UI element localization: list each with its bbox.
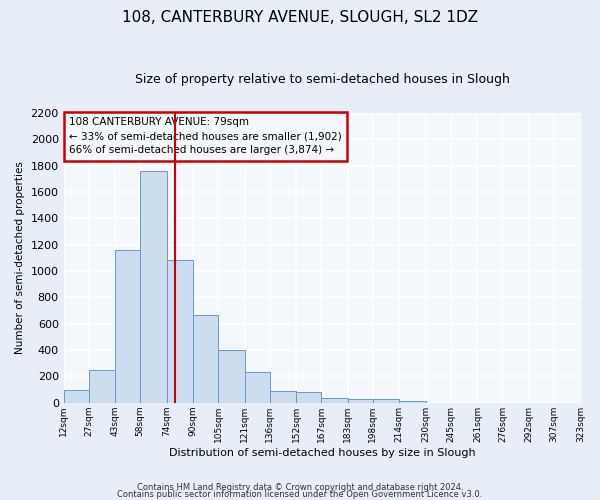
Bar bbox=[218, 350, 245, 403]
Bar bbox=[64, 390, 89, 403]
Bar bbox=[245, 372, 270, 403]
Bar bbox=[193, 315, 218, 403]
Text: 108 CANTERBURY AVENUE: 79sqm
← 33% of semi-detached houses are smaller (1,902)
6: 108 CANTERBURY AVENUE: 79sqm ← 33% of se… bbox=[69, 118, 341, 156]
Bar bbox=[348, 399, 373, 403]
Bar bbox=[167, 260, 193, 403]
Text: 108, CANTERBURY AVENUE, SLOUGH, SL2 1DZ: 108, CANTERBURY AVENUE, SLOUGH, SL2 1DZ bbox=[122, 10, 478, 25]
Bar bbox=[373, 400, 400, 403]
Bar bbox=[115, 250, 140, 403]
Bar bbox=[89, 370, 115, 403]
Y-axis label: Number of semi-detached properties: Number of semi-detached properties bbox=[15, 162, 25, 354]
Bar bbox=[400, 401, 426, 403]
Bar bbox=[140, 171, 167, 403]
Bar bbox=[321, 398, 348, 403]
X-axis label: Distribution of semi-detached houses by size in Slough: Distribution of semi-detached houses by … bbox=[169, 448, 475, 458]
Bar bbox=[270, 391, 296, 403]
Text: Contains HM Land Registry data © Crown copyright and database right 2024.: Contains HM Land Registry data © Crown c… bbox=[137, 484, 463, 492]
Bar bbox=[296, 392, 321, 403]
Text: Contains public sector information licensed under the Open Government Licence v3: Contains public sector information licen… bbox=[118, 490, 482, 499]
Title: Size of property relative to semi-detached houses in Slough: Size of property relative to semi-detach… bbox=[134, 72, 509, 86]
